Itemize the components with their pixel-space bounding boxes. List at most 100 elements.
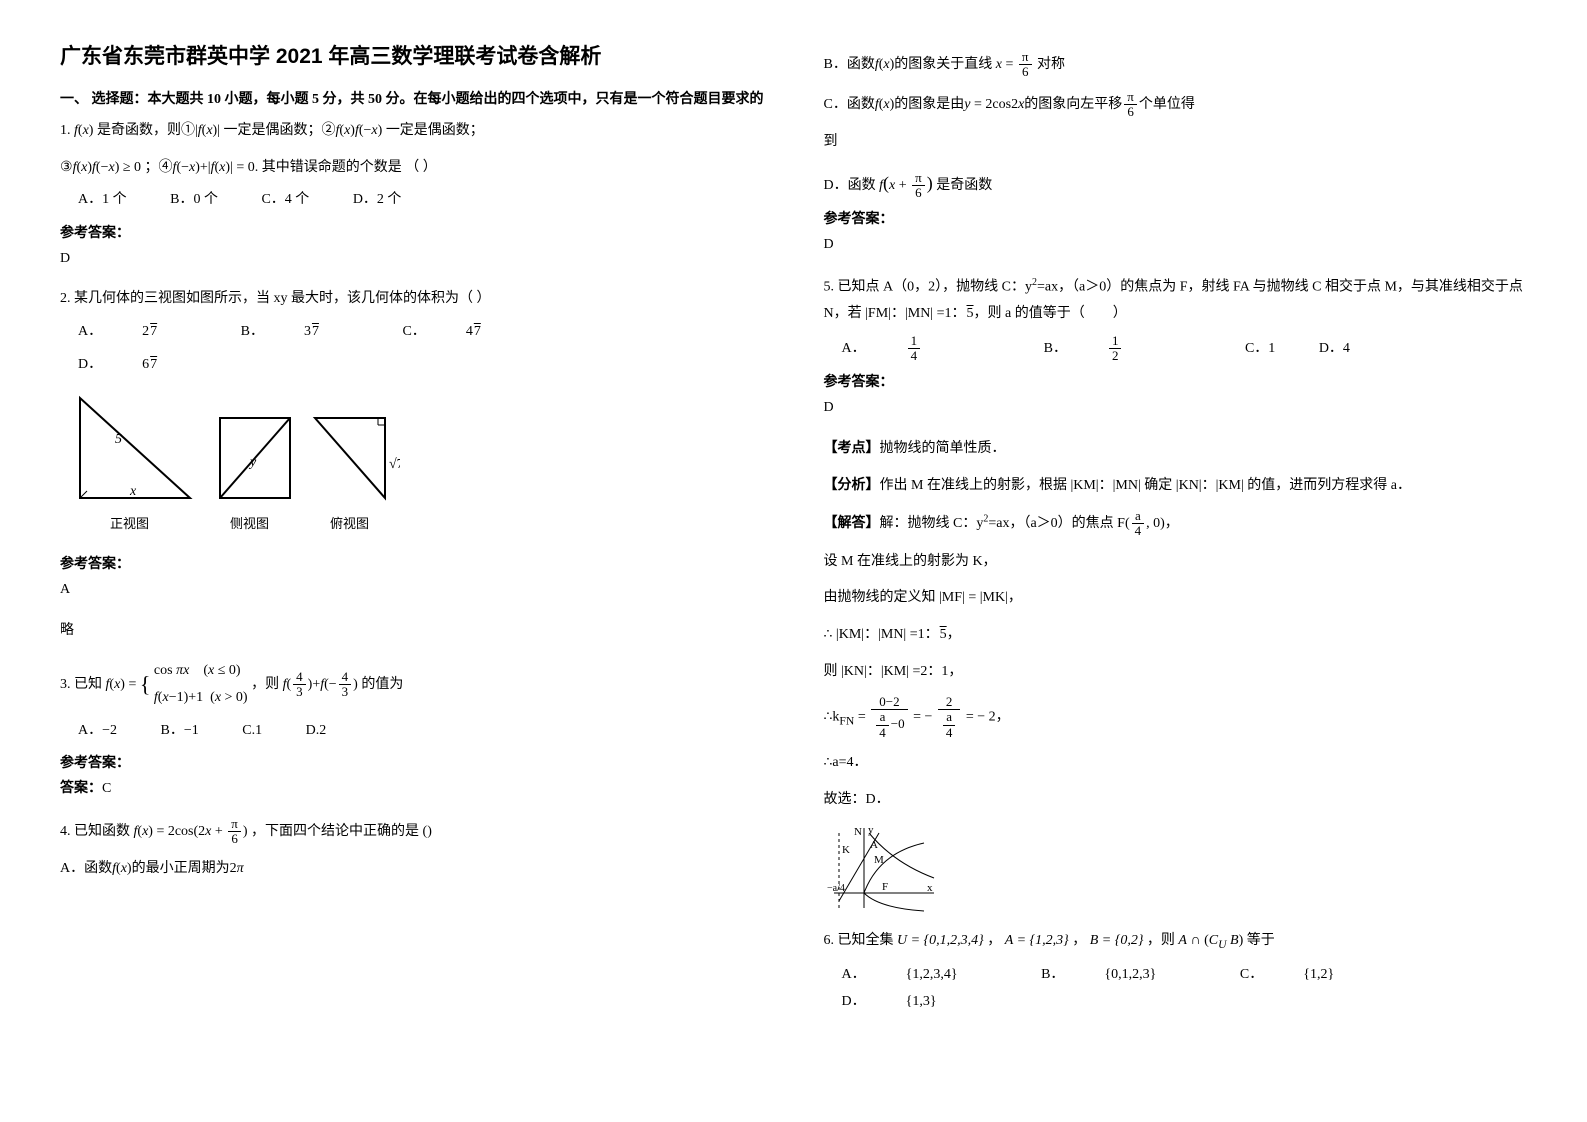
q4-optC-tail: 到: [824, 129, 1528, 156]
question-1: 1. f(x) 是奇函数，则①|f(x)| 一定是偶函数；②f(x)f(−x) …: [60, 118, 764, 145]
q5-kp-text: 抛物线的简单性质．: [880, 441, 1006, 456]
q5-stem-c: ，则 a 的值等于（ ）: [974, 306, 1127, 321]
q4-lineD-a: D．函数: [824, 178, 876, 193]
q5-optB-pre: B．: [1044, 336, 1067, 363]
top-view-triangle: √7: [315, 418, 400, 498]
svg-text:√7: √7: [389, 457, 400, 472]
q6-B: B = {0,2}: [1090, 933, 1144, 948]
q5-options: A．14 B．12 C．1 D．4: [842, 334, 1528, 364]
q5-an: 【分析】作出 M 在准线上的射影，根据 |KM|：|MN| 确定 |KN|：|K…: [824, 473, 1528, 500]
q6-optB: {0,1,2,3}: [1104, 962, 1156, 989]
q5-sol6: ∴a=4．: [824, 750, 1528, 777]
q4-optB: B．函数f(x)的图象关于直线 x = π6 对称: [824, 50, 1528, 80]
q6-optD-pre: D．: [842, 989, 866, 1016]
q2-options-row2: D．67: [78, 352, 764, 379]
svg-text:5: 5: [115, 432, 122, 447]
svg-text:x: x: [927, 882, 933, 894]
q5-optA-pre: A．: [842, 336, 866, 363]
q4-optA: A．函数f(x)的最小正周期为2π: [60, 856, 764, 883]
q5-sol5: ∴kFN = 0−2a4−0 = − 2a4 = − 2，: [824, 695, 1528, 740]
q5-sol-a: 解：抛物线 C：y: [880, 516, 984, 531]
q6-U: U = {0,1,2,3,4}: [897, 933, 984, 948]
q3-ans-prefix: 答案：: [60, 781, 102, 796]
q5-sol2: 由抛物线的定义知 |MF| = |MK|，: [824, 585, 1528, 612]
q5-sol5-d: = − 2，: [966, 710, 1010, 725]
q4-lineA-b: 的最小正周期为: [132, 861, 230, 876]
q6-stem-a: 6. 已知全集: [824, 933, 894, 948]
q6-stem-c: ，: [1072, 933, 1086, 948]
q1-ans: D: [60, 246, 764, 273]
svg-text:A: A: [870, 839, 878, 851]
q4-optC: C．函数f(x)的图象是由y = 2cos2x的图象向左平移π6个单位得: [824, 90, 1528, 120]
q4-stem-b: ，下面四个结论中正确的是 (): [251, 824, 432, 839]
q6-options: A．{1,2,3,4} B．{0,1,2,3} C．{1,2} D．{1,3}: [842, 962, 1528, 1015]
q4-stem-a: 4. 已知函数: [60, 824, 130, 839]
q5-an-label: 【分析】: [824, 478, 880, 493]
q4-lineC-c: 的图象向左平移: [1024, 97, 1122, 112]
q1-optA: A．1 个: [78, 187, 127, 214]
q1-stem-a: 1.: [60, 123, 74, 138]
q5-sol3-b: ，: [947, 627, 961, 642]
q1-stem-b: 是奇函数，则①: [93, 123, 195, 138]
q1-stem-e: ③: [60, 160, 73, 175]
q6-optB-pre: B．: [1041, 962, 1064, 989]
q3-options: A．−2 B．−1 C.1 D.2: [78, 718, 764, 745]
svg-text:M: M: [874, 854, 884, 866]
q5-an-text: 作出 M 在准线上的射影，根据 |KM|：|MN| 确定 |KN|：|KM| 的…: [880, 478, 1411, 493]
q1-optB: B．0 个: [170, 187, 218, 214]
q5-kp: 【考点】抛物线的简单性质．: [824, 436, 1528, 463]
question-6: 6. 已知全集 U = {0,1,2,3,4} ， A = {1,2,3} ， …: [824, 928, 1528, 956]
q3-optA: A．−2: [78, 718, 117, 745]
q5-ans-label: 参考答案：: [824, 371, 1528, 391]
q2-optB-pre: B．: [241, 319, 264, 346]
q6-A: A = {1,2,3}: [1005, 933, 1069, 948]
q2-optA-pre: A．: [78, 319, 102, 346]
q2-optD-pre: D．: [78, 352, 102, 379]
question-5: 5. 已知点 A（0，2），抛物线 C：y2=ax，（a＞0）的焦点为 F，射线…: [824, 273, 1528, 328]
cap-top: 俯视图: [330, 516, 369, 531]
q1-optD: D．2 个: [353, 187, 402, 214]
q3-stem-b: ，则: [251, 677, 283, 692]
q3-stem-c: 的值为: [361, 677, 403, 692]
page-title: 广东省东莞市群英中学 2021 年高三数学理联考试卷含解析: [60, 40, 764, 70]
q3-ans: 答案：C: [60, 776, 764, 803]
svg-text:N: N: [854, 826, 862, 838]
q4-lineB-b: 的图象关于直线: [894, 57, 992, 72]
side-view-rect: y: [220, 418, 290, 498]
svg-text:x: x: [129, 484, 137, 499]
question-3: 3. 已知 f(x) = { cos πx (x ≤ 0) f(x−1)+1 (…: [60, 658, 764, 711]
q5-optD: D．4: [1319, 336, 1350, 363]
svg-text:−a/4: −a/4: [827, 883, 845, 894]
q5-sol3: ∴ |KM|：|MN| =1：5，: [824, 622, 1528, 649]
q4-ans: D: [824, 232, 1528, 259]
question-1-line2: ③f(x)f(−x) ≥ 0 ；④f(−x)+|f(x)| = 0. 其中错误命…: [60, 155, 764, 182]
q6-optA-pre: A．: [842, 962, 866, 989]
q2-ans: A: [60, 577, 764, 604]
q3-ans-label: 参考答案：: [60, 752, 764, 772]
svg-text:y: y: [248, 455, 257, 470]
q4-optD: D．函数 f(x + π6) 是奇函数: [824, 166, 1528, 201]
q5-sol1: 设 M 在准线上的射影为 K，: [824, 549, 1528, 576]
q1-ans-label: 参考答案：: [60, 222, 764, 242]
q1-options: A．1 个 B．0 个 C．4 个 D．2 个: [78, 187, 764, 214]
q5-stem-a: 5. 已知点 A（0，2），抛物线 C：y: [824, 280, 1032, 295]
q5-sol7: 故选：D．: [824, 787, 1528, 814]
q1-stem-c: 一定是偶函数；②: [220, 123, 336, 138]
q5-kp-label: 【考点】: [824, 441, 880, 456]
q6-optA: {1,2,3,4}: [906, 962, 958, 989]
q4-lineB-a: B．函数: [824, 57, 875, 72]
q5-sol5-b: =: [854, 710, 869, 725]
cap-side: 侧视图: [230, 516, 269, 531]
q6-stem-b: ，: [987, 933, 1001, 948]
q1-optC: C．4 个: [261, 187, 309, 214]
q4-lineB-c: 对称: [1037, 57, 1065, 72]
q3-optC: C.1: [242, 718, 262, 745]
q5-sol5-c: = −: [913, 710, 936, 725]
q1-stem-f: ；④: [141, 160, 173, 175]
q5-diagram: N A K M F x y −a/4: [824, 823, 1528, 918]
q5-sol3-a: ∴ |KM|：|MN| =1：: [824, 627, 939, 642]
front-view-triangle: 5 x: [80, 398, 190, 499]
q6-optD: {1,3}: [906, 989, 937, 1016]
q2-optC-pre: C．: [402, 319, 425, 346]
q5-sol5-a: ∴k: [824, 710, 840, 725]
